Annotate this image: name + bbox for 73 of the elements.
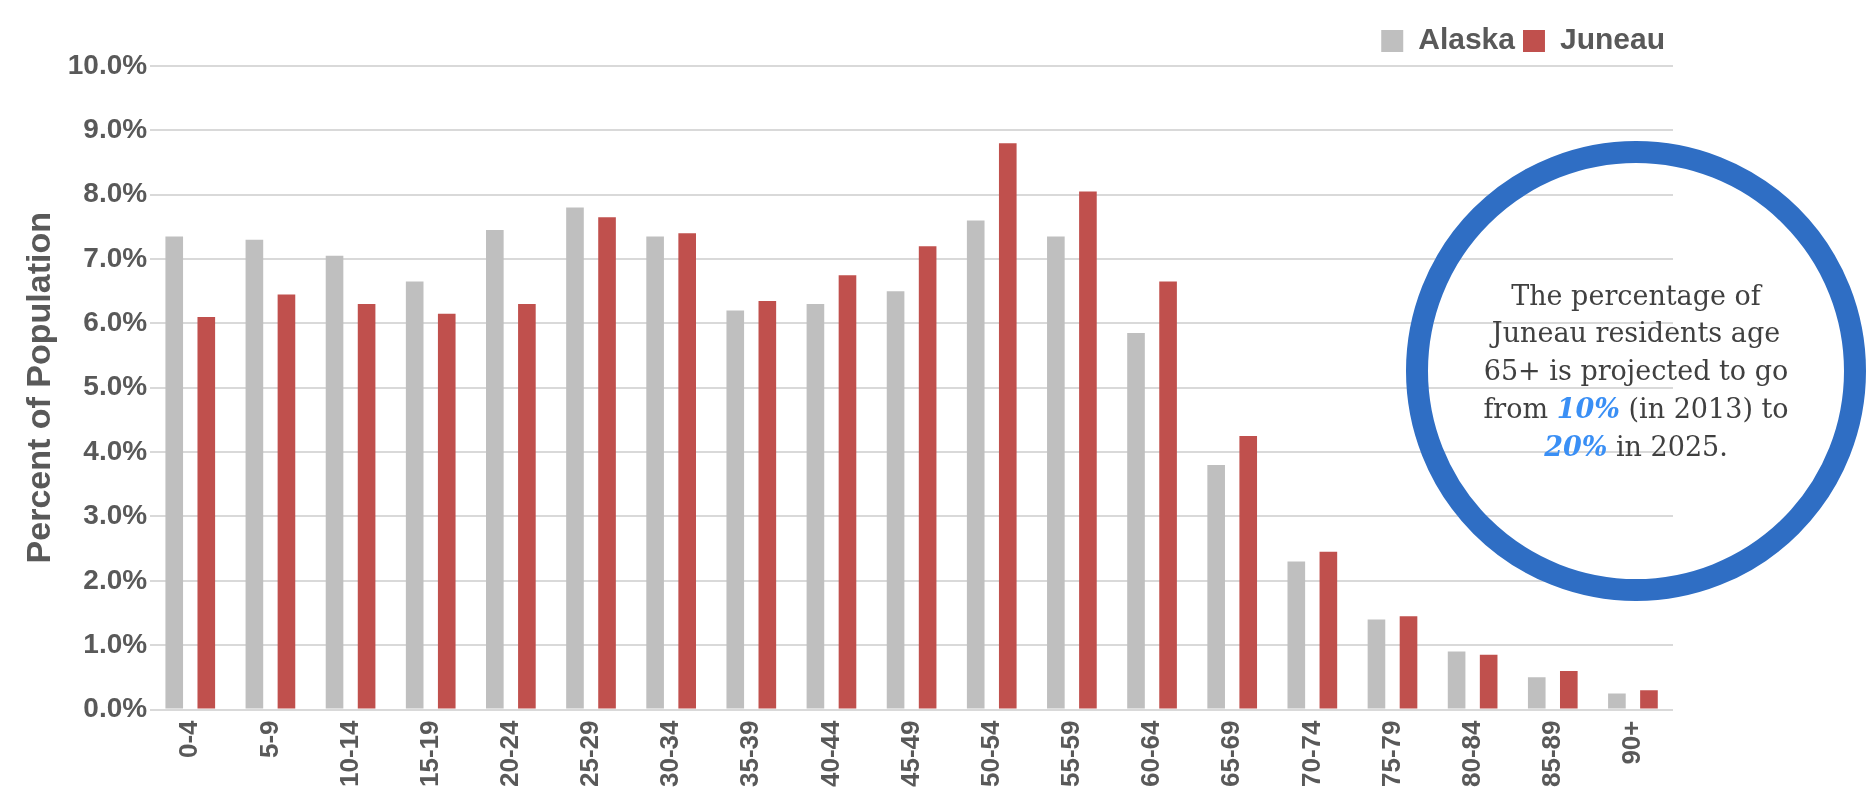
bar <box>966 220 985 709</box>
y-tick-label: 0.0% <box>83 692 148 724</box>
bar <box>1447 651 1466 709</box>
y-tick-label: 1.0% <box>83 627 148 659</box>
x-tick-label: 10-14 <box>333 719 364 787</box>
bar <box>518 304 536 709</box>
bar <box>806 304 825 709</box>
x-tick-label: 40-44 <box>814 719 845 787</box>
y-tick-label: 2.0% <box>83 563 148 595</box>
bar <box>1608 693 1626 709</box>
bar <box>678 233 696 709</box>
legend-label: Alaska <box>1418 22 1516 56</box>
x-tick-label: 15-19 <box>413 720 444 787</box>
bar <box>1559 670 1578 709</box>
x-tick-label: 75-79 <box>1375 720 1406 787</box>
bar <box>486 230 504 709</box>
bar <box>1399 616 1418 709</box>
bar <box>1479 654 1498 709</box>
bar <box>1047 236 1065 709</box>
y-axis-title: Percent of Population <box>18 212 57 564</box>
x-tick-label: 60-64 <box>1135 719 1166 787</box>
bar <box>357 304 376 709</box>
x-tick-label: 55-59 <box>1055 720 1086 787</box>
bar <box>886 291 905 709</box>
bar <box>1239 436 1258 709</box>
legend-label: Juneau <box>1559 22 1665 56</box>
x-tick-label: 30-34 <box>654 719 685 787</box>
y-tick-label: 5.0% <box>83 370 148 402</box>
x-tick-label: 0-4 <box>173 719 204 759</box>
bar <box>1079 191 1097 709</box>
bar <box>437 313 456 709</box>
bar <box>165 236 184 709</box>
annotation: The percentage of Juneau residents age 65+ is projected to go from 10% (in 2013) to 20% in 2025. <box>1483 279 1789 462</box>
y-tick-label: 10.0% <box>67 48 148 80</box>
bar <box>646 236 664 709</box>
y-tick-label: 9.0% <box>83 113 148 145</box>
x-tick-label: 35-39 <box>734 720 765 787</box>
x-tick-label: 70-74 <box>1295 719 1326 787</box>
bar <box>405 281 424 709</box>
bar <box>1367 619 1386 709</box>
bar <box>245 239 264 709</box>
x-tick-label: 85-89 <box>1535 720 1566 787</box>
bar <box>726 310 745 709</box>
circle-outline: The percentage of Juneau residents age 65+ is projected to go from 10% (in 2013) to 20% in 2025. <box>1406 141 1866 601</box>
y-tick-label: 3.0% <box>83 499 148 531</box>
x-tick-label: 65-69 <box>1215 720 1246 787</box>
bar <box>1127 333 1145 709</box>
bar <box>1319 551 1338 709</box>
x-tick-label: 50-54 <box>974 719 1005 787</box>
y-tick-label: 7.0% <box>83 241 148 273</box>
x-tick-label: 25-29 <box>574 720 605 787</box>
x-tick-label: 5-9 <box>253 720 284 759</box>
bar <box>838 275 857 709</box>
bar <box>1287 561 1306 709</box>
bar <box>566 207 584 709</box>
bar <box>325 255 344 709</box>
bar <box>918 246 937 709</box>
bar <box>598 217 616 709</box>
bar <box>1527 677 1546 709</box>
x-tick-label: 90+ <box>1616 720 1647 765</box>
x-tick-label: 20-24 <box>494 719 525 787</box>
y-tick-label: 6.0% <box>83 306 148 338</box>
bar <box>1159 281 1177 709</box>
bar <box>1640 690 1658 709</box>
bar <box>758 300 777 709</box>
bar <box>197 316 216 709</box>
bar <box>277 294 296 709</box>
bar <box>998 143 1017 709</box>
y-tick-label: 4.0% <box>83 434 148 466</box>
x-tick-label: 80-84 <box>1455 719 1486 787</box>
y-tick-label: 8.0% <box>83 177 148 209</box>
x-tick-label: 45-49 <box>894 720 925 787</box>
bar <box>1207 464 1225 709</box>
